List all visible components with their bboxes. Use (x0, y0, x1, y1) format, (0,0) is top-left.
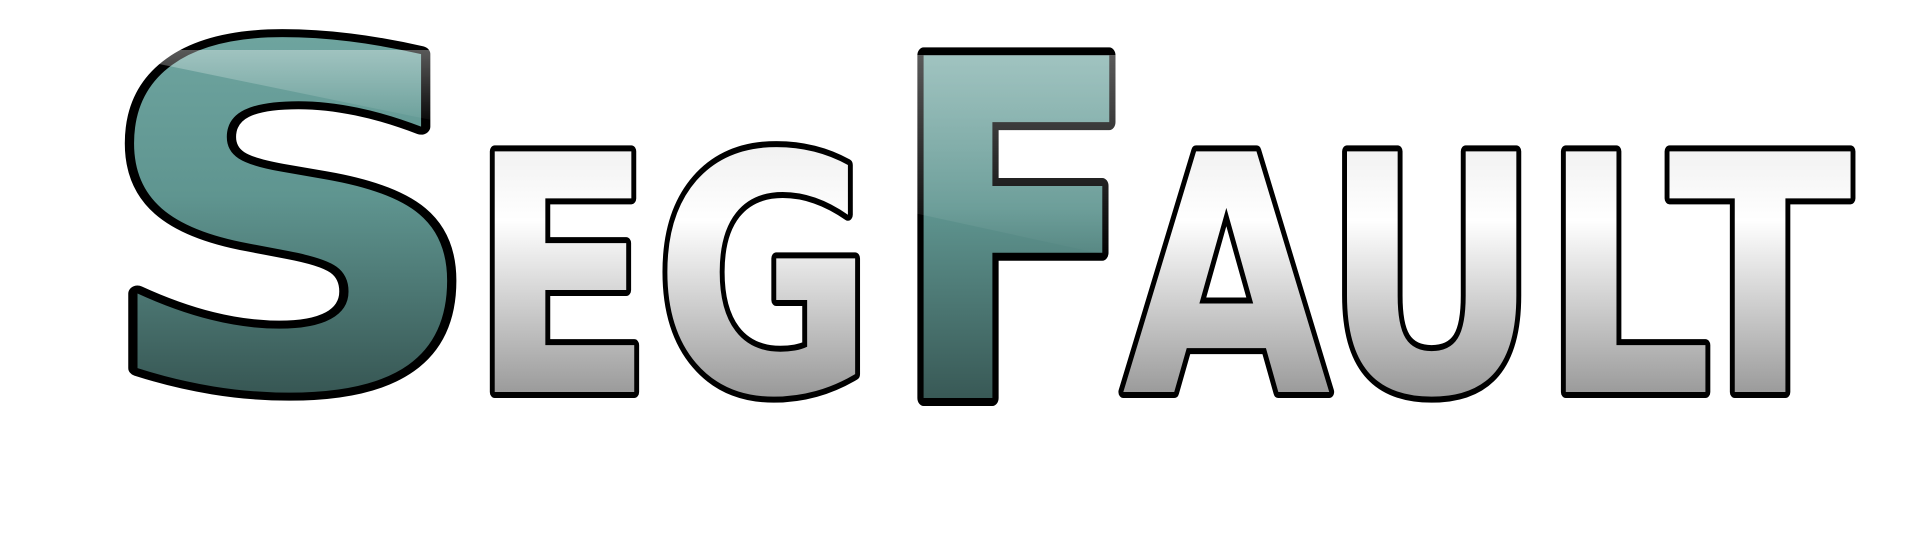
logo-letters-ault: AULT (1122, 86, 1853, 470)
gloss-highlight (900, 55, 1130, 260)
gloss-highlight (130, 50, 480, 130)
logo-letters-eg: EG (470, 86, 875, 470)
